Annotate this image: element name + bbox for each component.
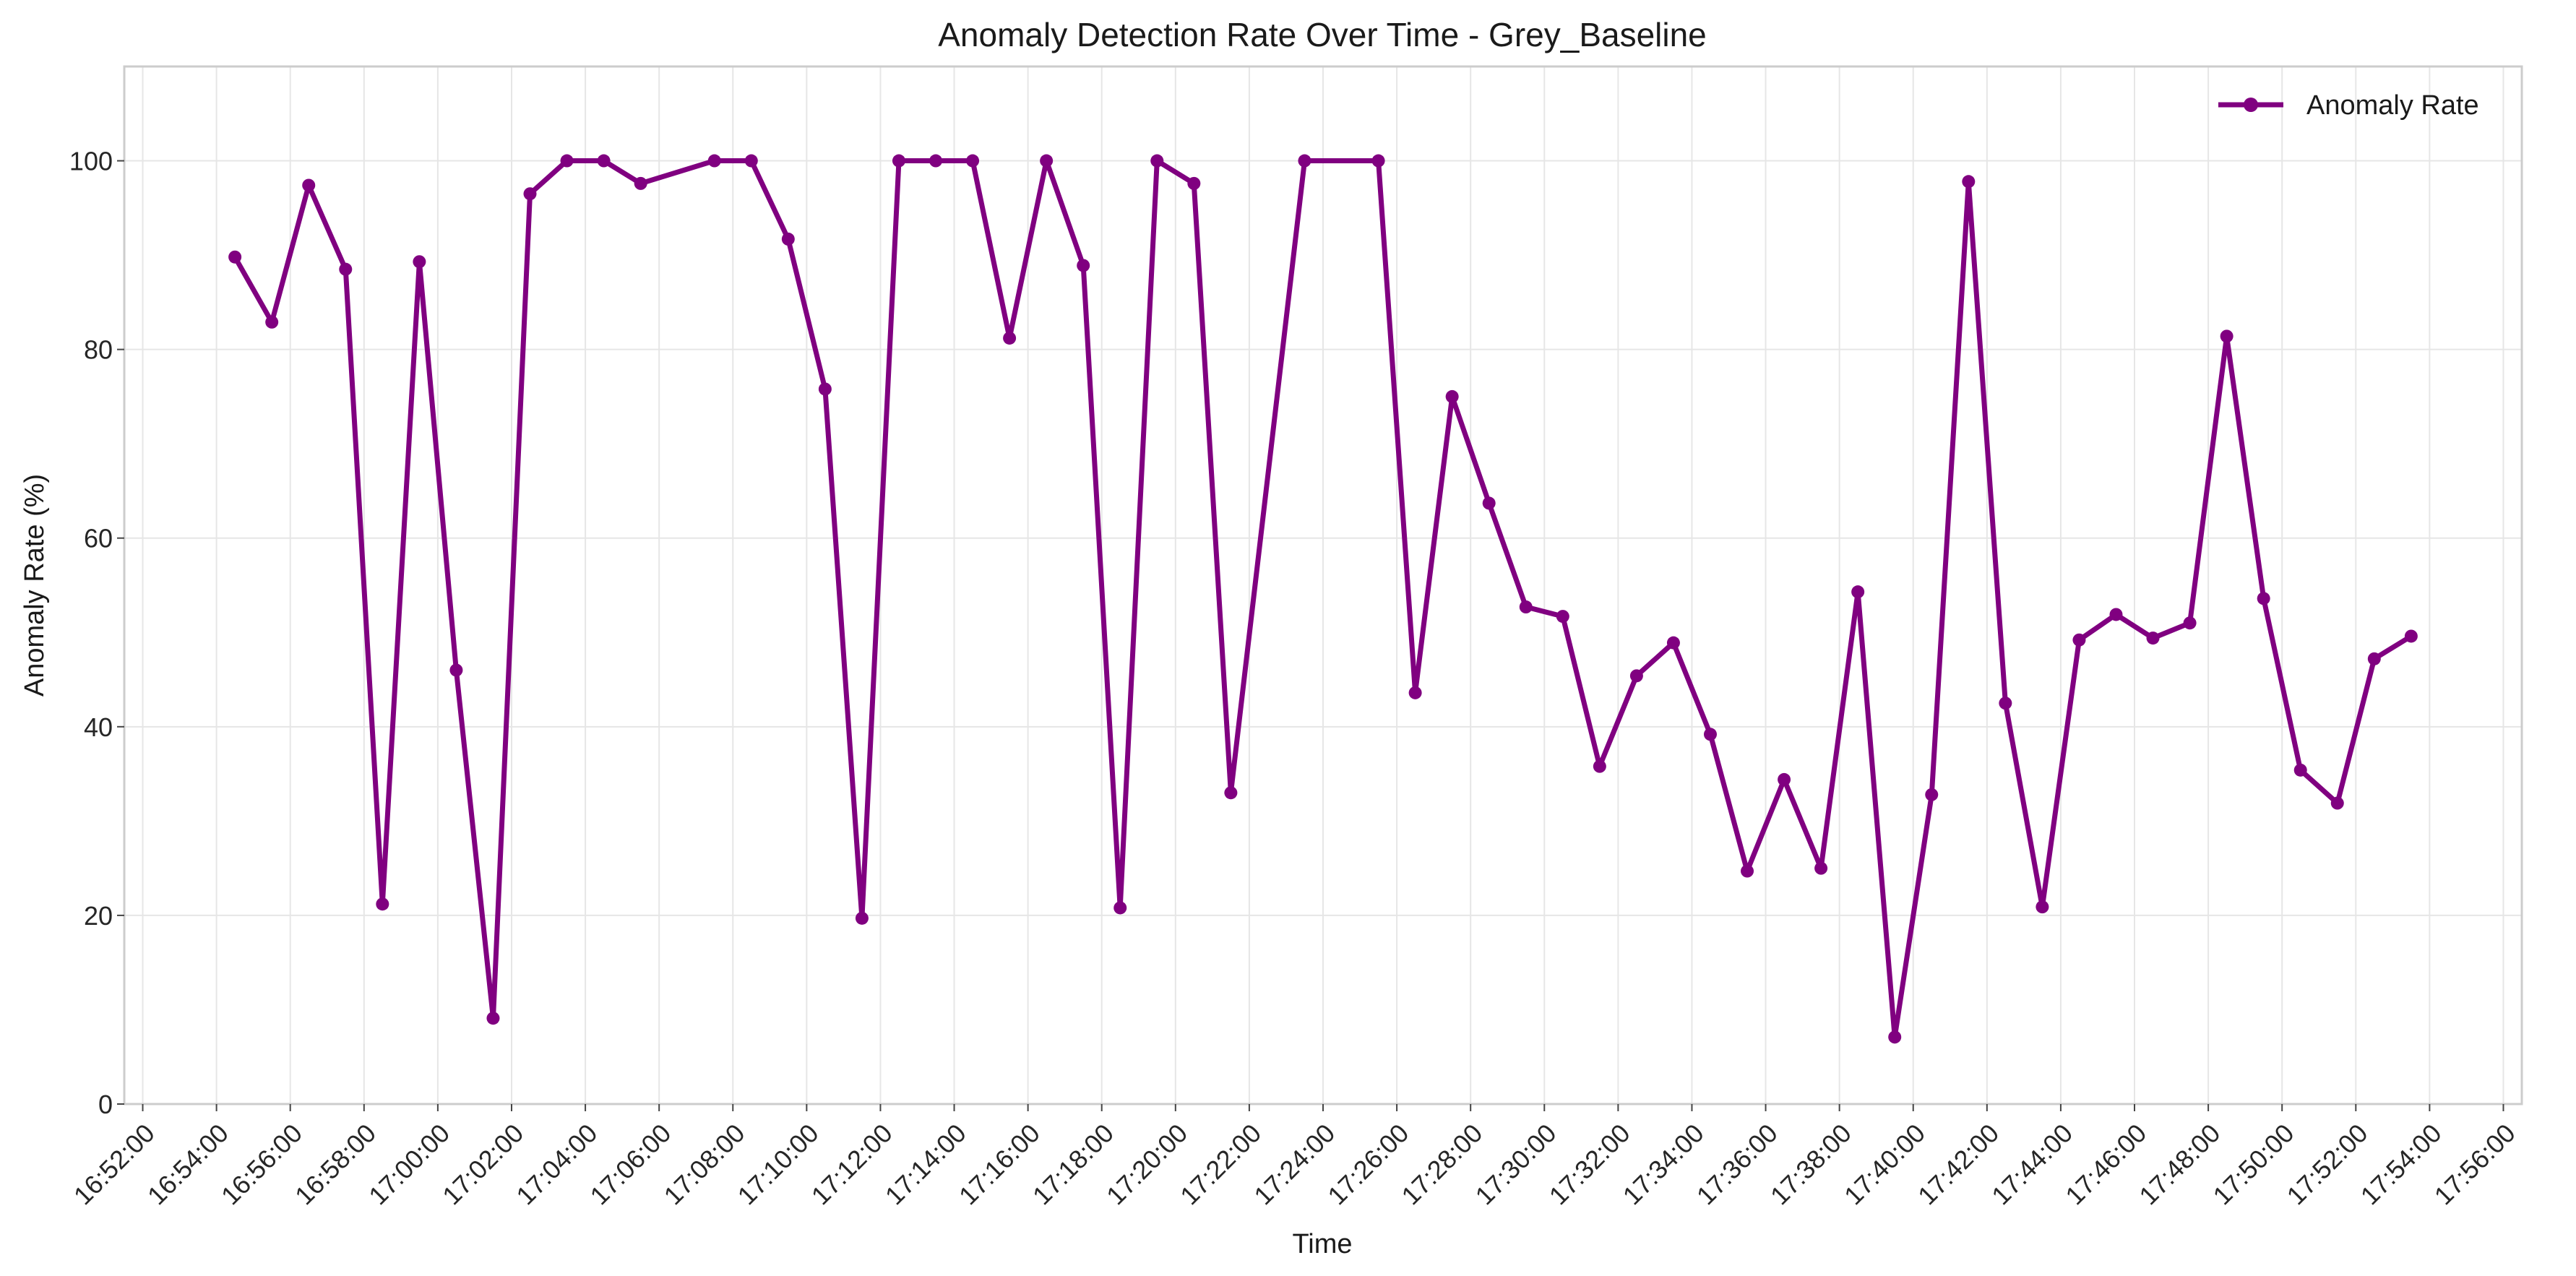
legend-marker-swatch <box>2244 98 2258 112</box>
data-point <box>1187 176 1201 190</box>
data-point <box>1962 175 1976 189</box>
data-point <box>1408 686 1422 699</box>
data-point <box>1150 154 1164 168</box>
data-point <box>2330 796 2344 810</box>
data-point <box>597 154 611 168</box>
legend: Anomaly Rate <box>2218 90 2479 121</box>
chart-title: Anomaly Detection Rate Over Time - Grey_… <box>938 16 1707 53</box>
y-tick-label: 0 <box>98 1090 113 1119</box>
data-point <box>707 154 721 168</box>
data-point <box>1040 154 1054 168</box>
data-point <box>1445 389 1459 403</box>
data-point <box>818 382 832 396</box>
data-point <box>966 154 980 168</box>
data-point <box>1778 772 1791 786</box>
data-point <box>2109 608 2123 621</box>
data-point <box>1741 864 1754 878</box>
data-point <box>1482 496 1496 510</box>
grid-layer <box>124 66 2522 1105</box>
data-point <box>265 315 279 329</box>
data-point <box>1556 610 1569 624</box>
data-point <box>1224 786 1238 800</box>
data-point <box>1593 759 1606 773</box>
data-point <box>2146 631 2160 645</box>
data-point <box>1003 331 1017 345</box>
data-point <box>1519 600 1533 614</box>
data-point <box>339 262 353 276</box>
data-point <box>449 663 463 677</box>
series-layer <box>228 154 2418 1044</box>
data-point <box>634 176 647 190</box>
data-point <box>1113 901 1127 915</box>
data-point <box>892 154 905 168</box>
data-point <box>2183 616 2197 630</box>
data-point <box>1703 728 1717 741</box>
data-point <box>2220 329 2233 343</box>
data-point <box>1999 697 2012 710</box>
data-point <box>2367 652 2381 665</box>
data-point <box>929 154 943 168</box>
y-tick-label: 100 <box>69 147 113 176</box>
data-point <box>560 154 574 168</box>
y-tick-label: 20 <box>84 901 113 931</box>
legend-label: Anomaly Rate <box>2306 90 2479 121</box>
y-tick-label: 80 <box>84 335 113 365</box>
data-point <box>376 897 389 911</box>
data-point <box>1629 669 1643 683</box>
data-point <box>744 154 758 168</box>
data-point <box>1371 154 1385 168</box>
data-point <box>1925 788 1939 801</box>
data-point <box>1814 861 1828 875</box>
data-point <box>1298 154 1311 168</box>
data-point <box>855 911 869 925</box>
data-point <box>2404 629 2418 643</box>
data-point <box>1666 636 1680 650</box>
x-axis-label: Time <box>1292 1229 1352 1259</box>
data-point <box>486 1012 500 1025</box>
data-point <box>2293 763 2307 777</box>
data-point <box>2036 900 2049 914</box>
data-point <box>413 255 426 269</box>
y-tick-label: 60 <box>84 524 113 553</box>
data-point <box>2257 592 2270 605</box>
data-point <box>781 232 795 246</box>
data-point <box>228 250 242 264</box>
data-point <box>523 187 537 201</box>
data-point <box>1888 1030 1902 1044</box>
data-point <box>1851 585 1865 599</box>
data-point <box>1077 259 1090 272</box>
data-point <box>2072 633 2086 647</box>
y-tick-label: 40 <box>84 712 113 742</box>
data-point <box>302 178 316 192</box>
y-axis-label: Anomaly Rate (%) <box>20 474 50 697</box>
